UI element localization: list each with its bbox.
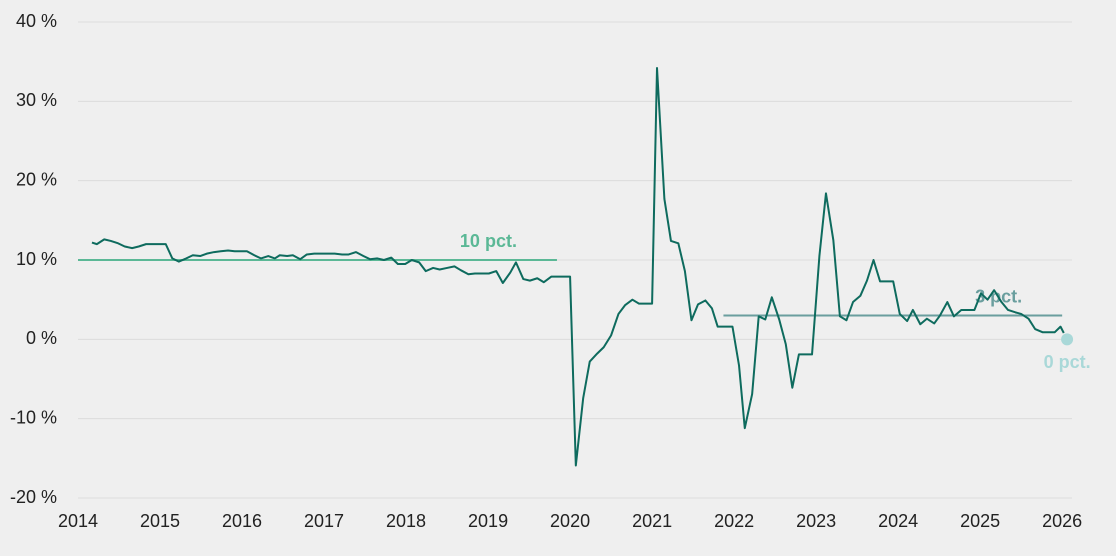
x-tick-label: 2014: [58, 511, 98, 531]
y-tick-label: -20 %: [10, 487, 57, 507]
reference-label: 10 pct.: [460, 231, 517, 251]
x-tick-label: 2021: [632, 511, 672, 531]
x-tick-label: 2022: [714, 511, 754, 531]
y-tick-label: 0 %: [26, 328, 57, 348]
point-label: 0 pct.: [1044, 352, 1091, 372]
series-line: [91, 67, 1065, 467]
x-tick-label: 2015: [140, 511, 180, 531]
x-tick-label: 2016: [222, 511, 262, 531]
y-tick-label: 10 %: [16, 249, 57, 269]
y-tick-label: 20 %: [16, 169, 57, 189]
y-tick-label: 40 %: [16, 11, 57, 31]
x-tick-label: 2024: [878, 511, 918, 531]
end-point: [1061, 333, 1074, 346]
x-tick-label: 2017: [304, 511, 344, 531]
x-tick-label: 2026: [1042, 511, 1082, 531]
x-tick-label: 2020: [550, 511, 590, 531]
x-tick-label: 2018: [386, 511, 426, 531]
y-tick-label: 30 %: [16, 90, 57, 110]
x-tick-label: 2019: [468, 511, 508, 531]
x-tick-label: 2023: [796, 511, 836, 531]
y-tick-label: -10 %: [10, 407, 57, 427]
x-tick-label: 2025: [960, 511, 1000, 531]
